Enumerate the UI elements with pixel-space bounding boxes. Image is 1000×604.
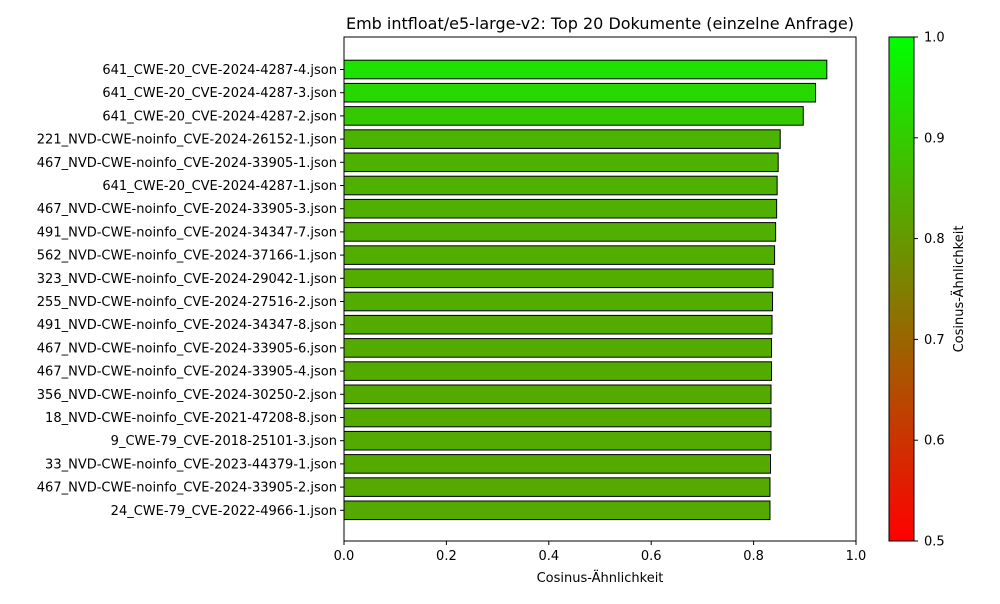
colorbar-tick-label: 0.9 — [924, 131, 945, 146]
bar-2 — [343, 82, 817, 103]
bar-5 — [343, 152, 779, 173]
bar-1 — [343, 59, 828, 80]
y-tick-label: 641_CWE-20_CVE-2024-4287-4.json — [102, 63, 337, 78]
colorbar-tick-label: 1.0 — [924, 31, 945, 46]
colorbar-tick-label: 0.5 — [924, 535, 945, 550]
bar-10 — [343, 268, 774, 289]
bars-layer — [343, 59, 828, 521]
x-axis-ticks: 0.0 0.2 0.4 0.6 0.8 1.0 — [334, 541, 867, 564]
bar-9 — [343, 245, 776, 265]
y-tick-label: 491_NVD-CWE-noinfo_CVE-2024-34347-8.json — [37, 318, 337, 333]
bar-3 — [343, 106, 804, 126]
bar-17 — [343, 430, 772, 451]
colorbar-label: Cosinus-Ähnlichkeit — [951, 226, 967, 353]
bar-15 — [343, 384, 772, 405]
bar-11 — [343, 291, 774, 312]
bar-18 — [343, 454, 771, 474]
x-tick-label: 0.8 — [743, 549, 764, 564]
bar-14 — [343, 361, 773, 381]
bar-20 — [343, 500, 771, 521]
colorbar-tick-label: 0.8 — [924, 232, 945, 247]
bar-19 — [343, 477, 771, 497]
plot-frame — [343, 36, 857, 542]
y-tick-label: 467_NVD-CWE-noinfo_CVE-2024-33905-4.json — [37, 365, 337, 380]
bar-8 — [343, 222, 777, 242]
y-tick-label: 33_NVD-CWE-noinfo_CVE-2023-44379-1.json — [45, 457, 337, 472]
y-tick-labels: 641_CWE-20_CVE-2024-4287-4.json 641_CWE-2… — [37, 63, 344, 519]
y-tick-label: 641_CWE-20_CVE-2024-4287-3.json — [102, 86, 337, 101]
x-tick-label: 0.0 — [334, 549, 355, 564]
x-axis-label: Cosinus-Ähnlichkeit — [537, 570, 664, 586]
bar-16 — [343, 407, 772, 428]
y-tick-label: 562_NVD-CWE-noinfo_CVE-2024-37166-1.json — [37, 249, 337, 264]
colorbar-tick-label: 0.7 — [924, 333, 945, 348]
bar-6 — [343, 175, 778, 196]
y-tick-label: 491_NVD-CWE-noinfo_CVE-2024-34347-7.json — [37, 225, 337, 240]
bar-12 — [343, 314, 773, 335]
y-tick-label: 9_CWE-79_CVE-2018-25101-3.json — [111, 434, 337, 449]
bar-4 — [343, 129, 781, 149]
x-tick-label: 0.4 — [538, 549, 559, 564]
y-tick-label: 641_CWE-20_CVE-2024-4287-1.json — [102, 179, 337, 194]
y-tick-label: 356_NVD-CWE-noinfo_CVE-2024-30250-2.json — [37, 388, 337, 403]
x-tick-label: 0.6 — [641, 549, 662, 564]
y-tick-label: 18_NVD-CWE-noinfo_CVE-2021-47208-8.json — [45, 411, 337, 426]
y-tick-label: 641_CWE-20_CVE-2024-4287-2.json — [102, 109, 337, 124]
colorbar-tick-label: 0.6 — [924, 434, 945, 449]
y-tick-label: 467_NVD-CWE-noinfo_CVE-2024-33905-6.json — [37, 341, 337, 356]
y-tick-label: 221_NVD-CWE-noinfo_CVE-2024-26152-1.json — [37, 133, 337, 148]
x-tick-label: 1.0 — [846, 549, 867, 564]
colorbar-ticks: 0.5 0.6 0.7 0.8 0.9 1.0 — [914, 31, 945, 550]
colorbar — [888, 36, 915, 542]
y-tick-label: 467_NVD-CWE-noinfo_CVE-2024-33905-2.json — [37, 481, 337, 496]
y-tick-label: 24_CWE-79_CVE-2022-4966-1.json — [111, 504, 337, 519]
y-tick-label: 467_NVD-CWE-noinfo_CVE-2024-33905-3.json — [37, 202, 337, 217]
y-tick-label: 323_NVD-CWE-noinfo_CVE-2024-29042-1.json — [37, 272, 337, 287]
y-tick-label: 255_NVD-CWE-noinfo_CVE-2024-27516-2.json — [37, 295, 337, 310]
y-tick-label: 467_NVD-CWE-noinfo_CVE-2024-33905-1.json — [37, 156, 337, 171]
bar-7 — [343, 198, 778, 219]
x-tick-label: 0.2 — [436, 549, 457, 564]
chart-title: Emb intfloat/e5-large-v2: Top 20 Dokumen… — [346, 14, 854, 33]
bar-13 — [343, 338, 773, 358]
